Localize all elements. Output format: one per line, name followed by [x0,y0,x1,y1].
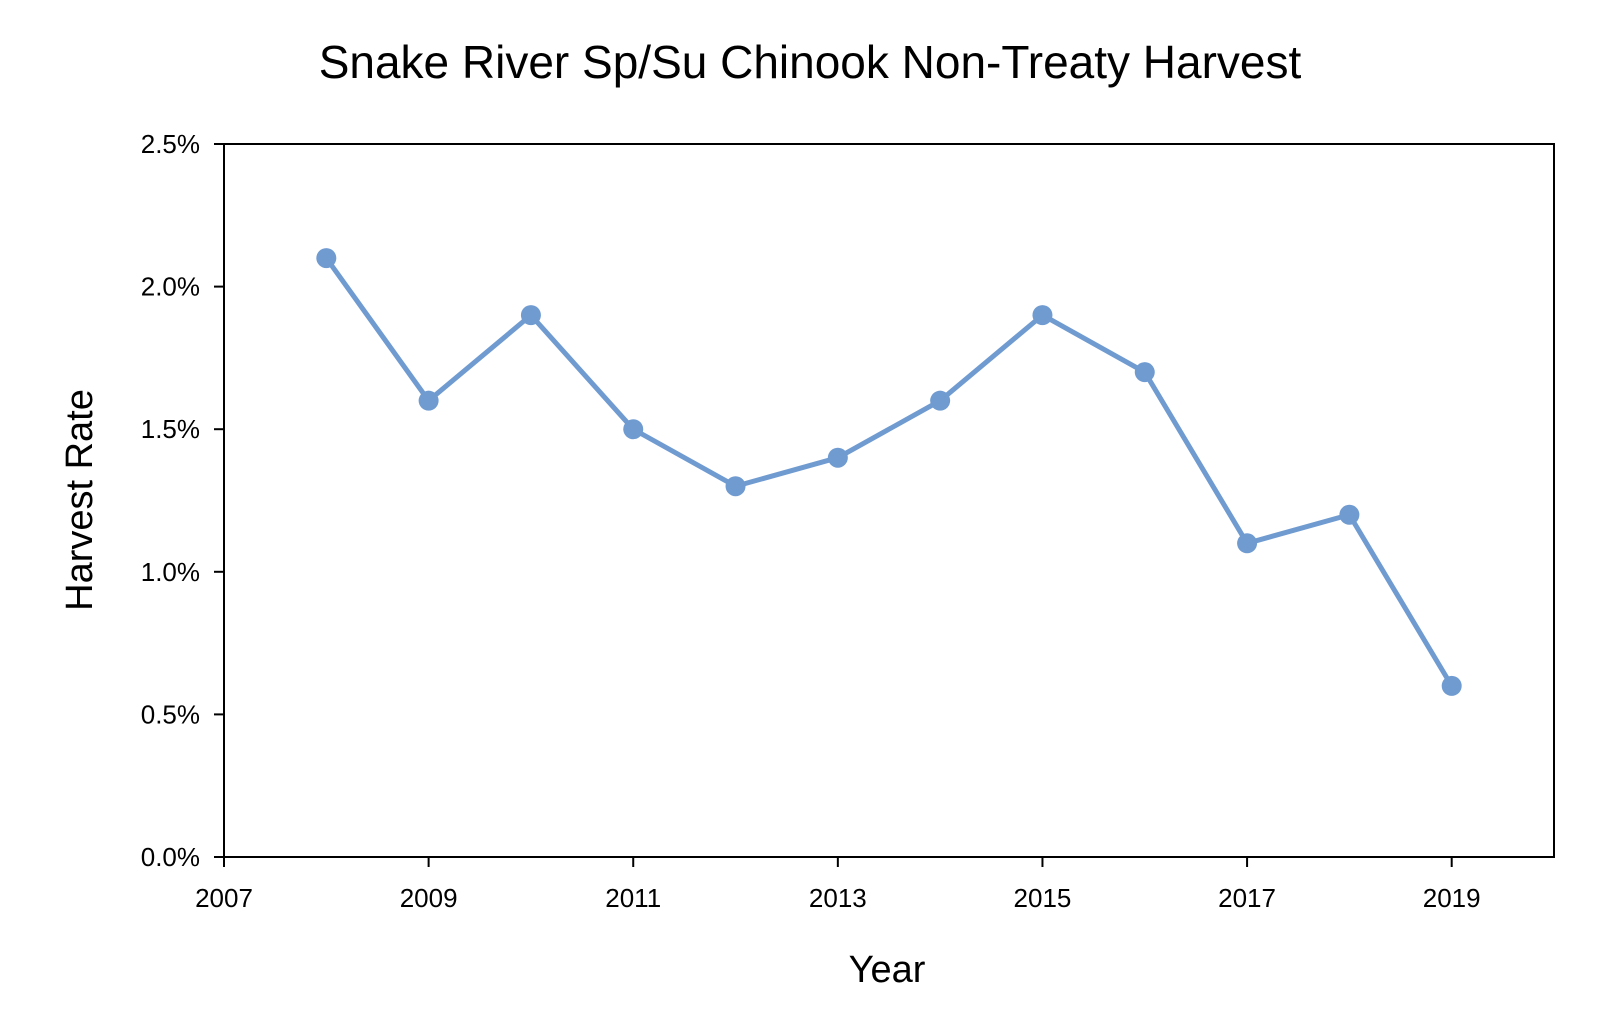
data-point [418,390,439,411]
x-tick-label: 2011 [605,883,661,913]
y-axis: 0.0% 0.5% 1.0% 1.5% 2.0% 2.5% [141,129,224,872]
x-tick-label: 2019 [1423,883,1481,913]
y-tick-label: 2.0% [141,272,200,302]
data-point [1237,533,1258,554]
data-point [930,390,951,411]
chart-title: Snake River Sp/Su Chinook Non-Treaty Har… [319,36,1302,88]
data-point [725,476,746,497]
x-tick-label: 2013 [809,883,867,913]
x-tick-label: 2017 [1218,883,1276,913]
x-axis: 2007 2009 2011 2013 2015 2017 2019 [195,857,1481,913]
data-point [520,305,541,326]
y-tick-label: 1.5% [141,414,200,444]
data-point [1032,305,1053,326]
series-group [316,248,1462,696]
y-tick-label: 0.5% [141,699,200,729]
data-point [827,447,848,468]
x-tick-label: 2009 [400,883,458,913]
y-tick-label: 0.0% [141,842,200,872]
data-point [316,248,337,269]
plot-area-frame [223,143,1555,858]
data-point [623,419,644,440]
y-tick-label: 2.5% [141,129,200,159]
x-tick-label: 2007 [195,883,253,913]
series-line [324,256,1454,688]
data-point [1339,504,1360,525]
x-tick-label: 2015 [1014,883,1072,913]
data-point [1134,362,1155,383]
y-tick-label: 1.0% [141,557,200,587]
data-point [1441,675,1462,696]
x-axis-label: Year [849,949,926,991]
y-axis-label: Harvest Rate [59,389,101,611]
